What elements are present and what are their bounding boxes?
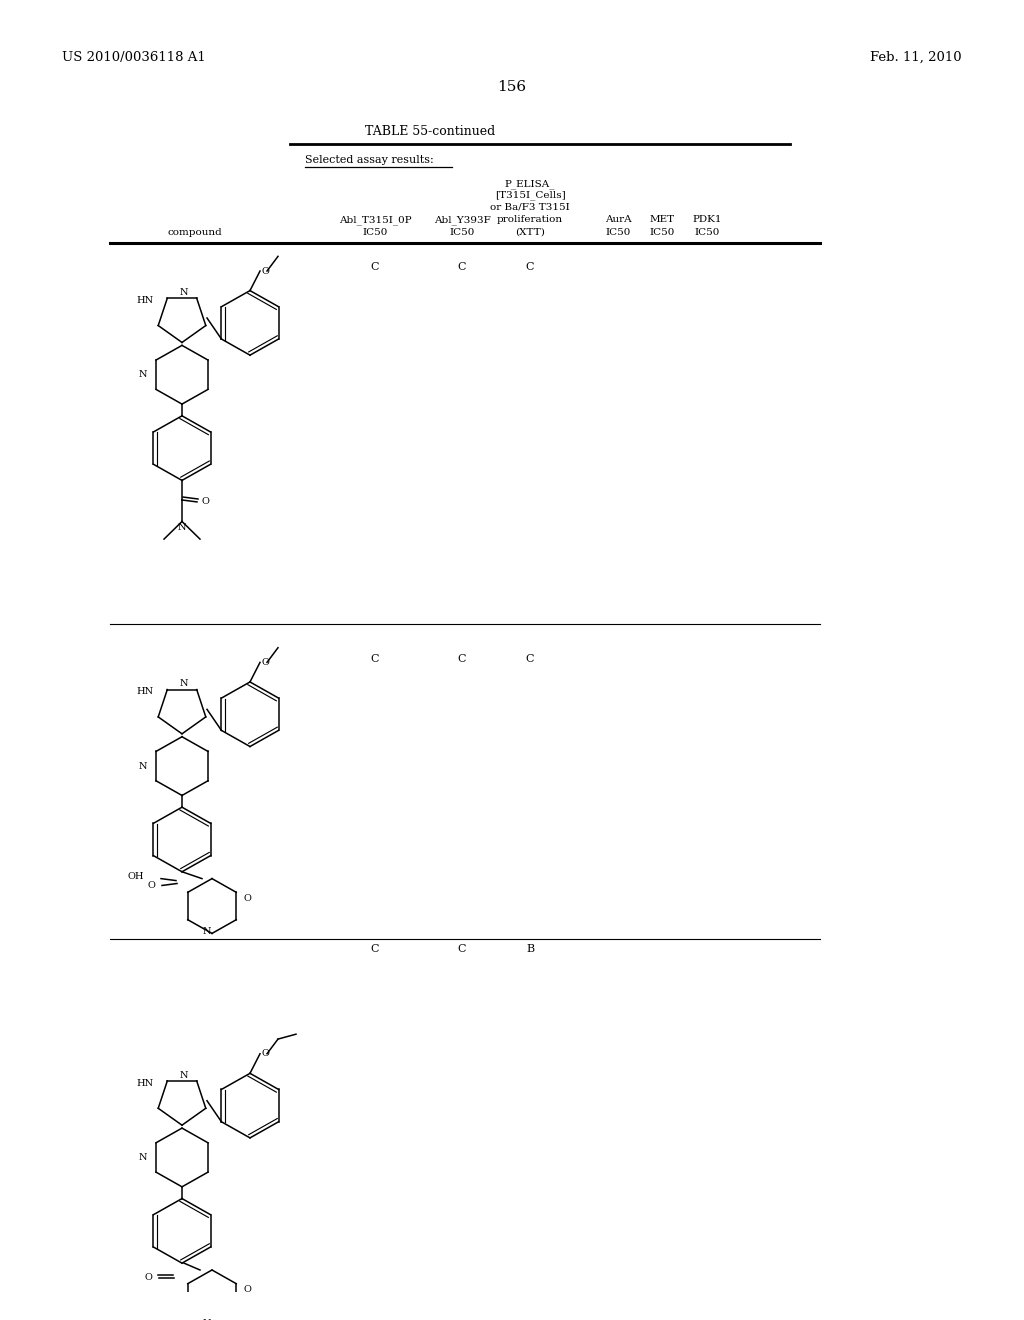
Text: proliferation: proliferation xyxy=(497,215,563,224)
Text: MET: MET xyxy=(649,215,675,224)
Text: IC50: IC50 xyxy=(694,228,720,238)
Text: OH: OH xyxy=(128,873,144,882)
Text: C: C xyxy=(371,263,379,272)
Text: PDK1: PDK1 xyxy=(692,215,722,224)
Text: O: O xyxy=(144,1274,152,1282)
Text: (XTT): (XTT) xyxy=(515,228,545,238)
Text: compound: compound xyxy=(168,228,222,238)
Text: US 2010/0036118 A1: US 2010/0036118 A1 xyxy=(62,51,206,63)
Text: C: C xyxy=(458,263,466,272)
Text: O: O xyxy=(262,1049,270,1059)
Text: N: N xyxy=(138,1152,147,1162)
Text: AurA: AurA xyxy=(605,215,632,224)
Text: N: N xyxy=(178,524,186,532)
Text: O: O xyxy=(262,657,270,667)
Text: C: C xyxy=(371,653,379,664)
Text: N: N xyxy=(180,1071,188,1080)
Text: Feb. 11, 2010: Feb. 11, 2010 xyxy=(870,51,962,63)
Text: O: O xyxy=(262,267,270,276)
Text: P_ELISA_: P_ELISA_ xyxy=(505,180,555,189)
Text: O: O xyxy=(202,498,210,507)
Text: TABLE 55-continued: TABLE 55-continued xyxy=(365,125,496,139)
Text: C: C xyxy=(458,653,466,664)
Text: Abl_Y393F: Abl_Y393F xyxy=(433,215,490,224)
Text: O: O xyxy=(243,894,251,903)
Text: B: B xyxy=(526,944,535,954)
Text: O: O xyxy=(243,1286,251,1294)
Text: C: C xyxy=(525,263,535,272)
Text: IC50: IC50 xyxy=(362,228,388,238)
Text: C: C xyxy=(458,944,466,954)
Text: N: N xyxy=(203,928,211,936)
Text: C: C xyxy=(525,653,535,664)
Text: Selected assay results:: Selected assay results: xyxy=(305,154,434,165)
Text: IC50: IC50 xyxy=(450,228,475,238)
Text: HN: HN xyxy=(137,688,154,696)
Text: HN: HN xyxy=(137,1078,154,1088)
Text: N: N xyxy=(138,762,147,771)
Text: N: N xyxy=(180,288,188,297)
Text: [T315I_Cells]: [T315I_Cells] xyxy=(495,191,565,201)
Text: HN: HN xyxy=(137,296,154,305)
Text: or Ba/F3 T315I: or Ba/F3 T315I xyxy=(490,202,570,211)
Text: N: N xyxy=(180,680,188,689)
Text: IC50: IC50 xyxy=(605,228,631,238)
Text: O: O xyxy=(147,880,155,890)
Text: 156: 156 xyxy=(498,81,526,94)
Text: C: C xyxy=(371,944,379,954)
Text: N: N xyxy=(138,370,147,379)
Text: IC50: IC50 xyxy=(649,228,675,238)
Text: Abl_T315I_0P: Abl_T315I_0P xyxy=(339,215,412,224)
